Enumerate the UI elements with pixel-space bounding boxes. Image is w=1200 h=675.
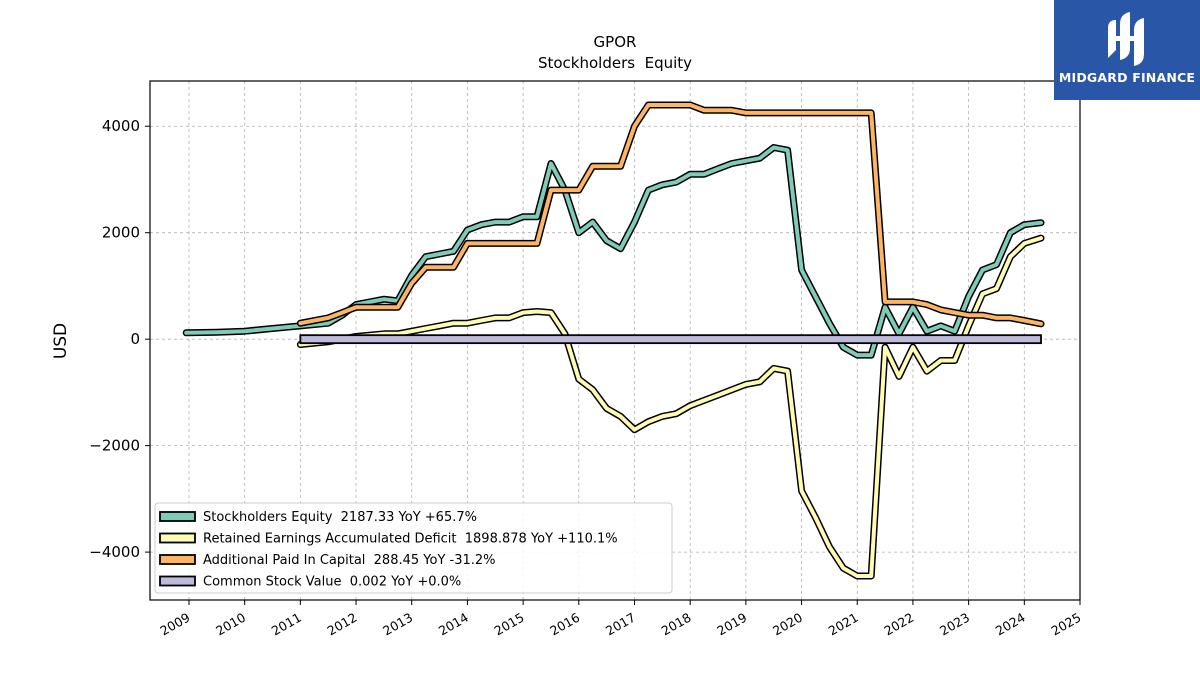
brand-logo: MIDGARD FINANCE bbox=[1054, 0, 1200, 100]
legend-label: Additional Paid In Capital 288.45 YoY -3… bbox=[203, 553, 496, 568]
legend-swatch bbox=[159, 554, 196, 565]
legend: Stockholders Equity 2187.33 YoY +65.7% Re… bbox=[154, 502, 673, 594]
series-common-stock-value bbox=[299, 334, 1042, 345]
series-retained-earnings-accumulated-deficit bbox=[298, 236, 1043, 578]
series-additional-paid-in-capital bbox=[298, 103, 1043, 326]
chart-subtitle: Stockholders Equity bbox=[538, 54, 692, 72]
y-tick-label: −2000 bbox=[89, 437, 140, 455]
brand-mark-icon bbox=[1108, 12, 1144, 66]
series-layer bbox=[182, 101, 1045, 580]
y-tick-label: −4000 bbox=[89, 543, 140, 561]
y-tick-label: 4000 bbox=[102, 117, 140, 135]
legend-label: Common Stock Value 0.002 YoY +0.0% bbox=[203, 575, 461, 590]
legend-swatch bbox=[159, 511, 196, 522]
y-tick-label: 2000 bbox=[102, 224, 140, 242]
y-tick-label: 0 bbox=[130, 330, 140, 348]
plot-frame bbox=[149, 80, 1081, 601]
legend-swatch bbox=[159, 532, 196, 544]
legend-box bbox=[154, 502, 673, 594]
chart-title: GPOR bbox=[594, 33, 637, 51]
legend-label: Stockholders Equity 2187.33 YoY +65.7% bbox=[203, 510, 477, 525]
brand-name: MIDGARD FINANCE bbox=[1058, 70, 1196, 85]
legend-label: Retained Earnings Accumulated Deficit 18… bbox=[203, 532, 618, 547]
y-axis-ticks: −4000 −2000 0 2000 4000 bbox=[89, 117, 150, 561]
y-axis-label: USD bbox=[51, 323, 71, 359]
series-stockholders-equity bbox=[184, 145, 1043, 358]
legend-swatch bbox=[159, 575, 196, 587]
